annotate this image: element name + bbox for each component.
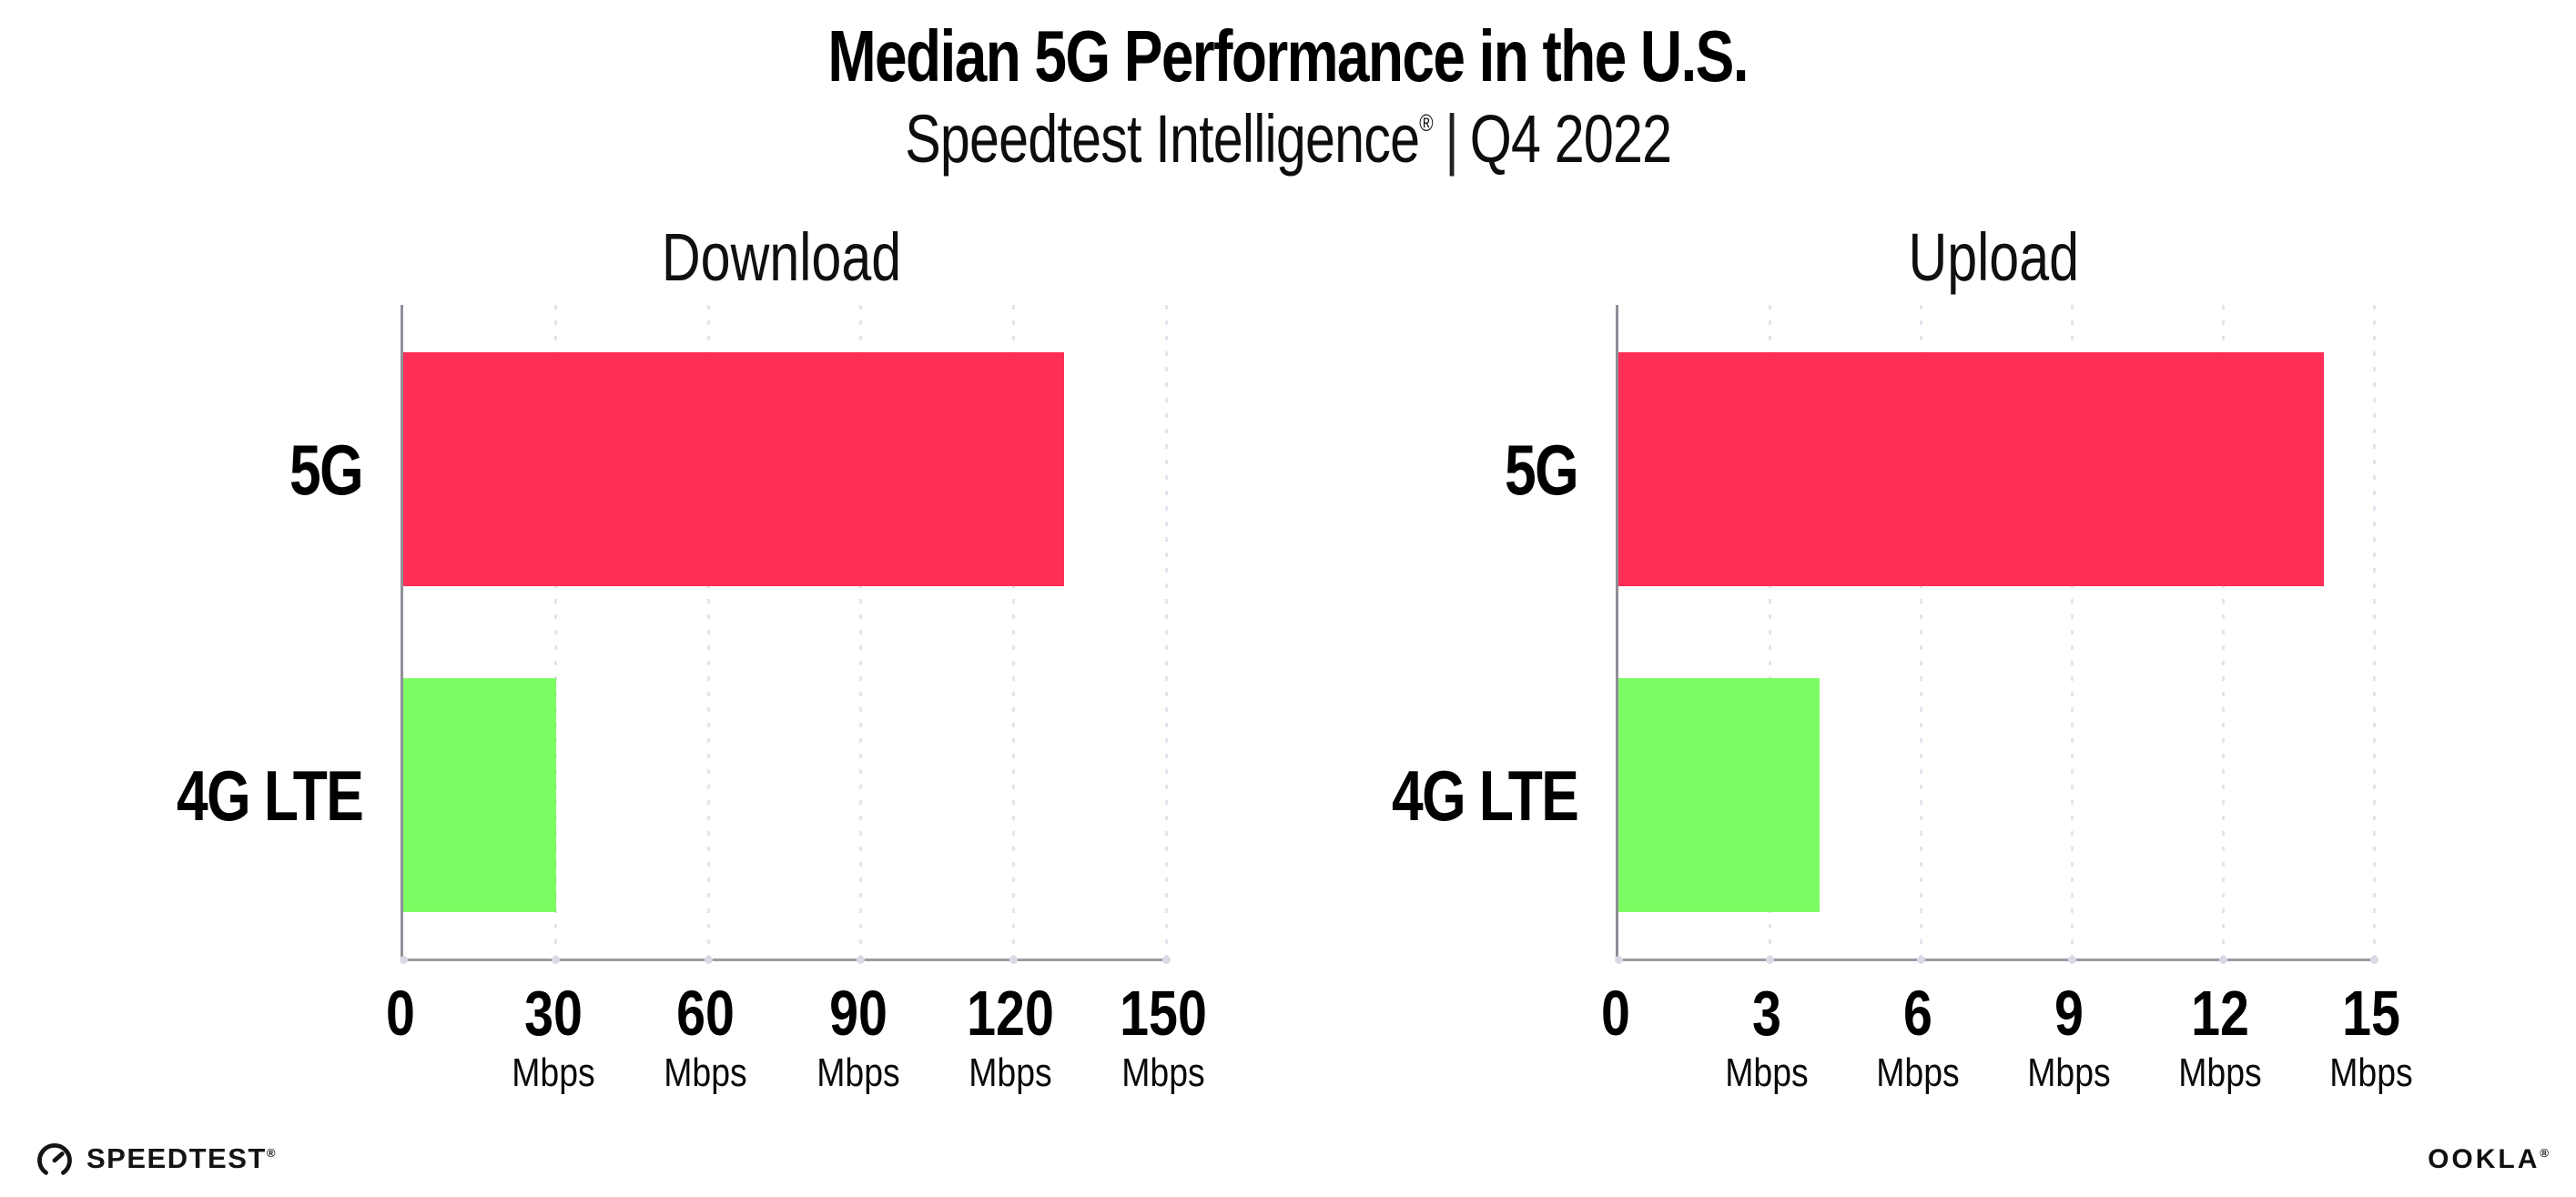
x-tick-unit: Mbps — [1121, 1050, 1205, 1095]
x-tick-number: 150 — [1120, 978, 1207, 1049]
x-tick-number: 60 — [676, 978, 735, 1049]
x-tick-unit: Mbps — [1725, 1050, 1809, 1095]
category-label-text: 4G LTE — [1391, 755, 1579, 836]
axis-tick-dot-3 — [1765, 956, 1774, 964]
x-tick-label-3: 3 Mbps — [1718, 979, 1816, 1097]
x-tick-number: 0 — [386, 978, 415, 1049]
category-label-4g-lte: 4G LTE — [1288, 754, 1579, 837]
upload-plot-area — [1614, 305, 2378, 964]
x-tick-unit: Mbps — [664, 1050, 747, 1095]
axis-tick-dot-15 — [2369, 956, 2378, 964]
x-tick-label-150: 150 Mbps — [1111, 979, 1217, 1097]
gridline-12 — [2221, 305, 2225, 959]
category-label-text: 5G — [289, 429, 364, 510]
speedtest-wordmark: SPEEDTEST — [86, 1142, 267, 1174]
x-tick-label-90: 90 Mbps — [809, 979, 908, 1097]
speedtest-gauge-icon — [37, 1143, 72, 1175]
download-y-axis-labels: 5G 4G LTE — [0, 305, 364, 959]
axis-tick-dot-30 — [552, 956, 561, 964]
x-tick-unit: Mbps — [2178, 1050, 2262, 1095]
axis-tick-dot-0 — [1614, 956, 1623, 964]
gridline-15 — [2372, 305, 2376, 959]
x-tick-unit: Mbps — [2329, 1050, 2413, 1095]
x-tick-number: 6 — [1903, 978, 1932, 1049]
bar-5g — [403, 352, 1065, 586]
x-tick-label-9: 9 Mbps — [2020, 979, 2118, 1097]
x-tick-number: 12 — [2191, 978, 2249, 1049]
upload-chart: Upload 5G 4G LTE 0 3 Mbps 6 Mbps 9 Mbps 12 Mbps 15… — [1288, 209, 2576, 1106]
download-x-axis: 0 30 Mbps 60 Mbps 90 Mbps 120 Mbps 150 Mbps — [386, 979, 1207, 1106]
x-tick-number: 90 — [828, 978, 887, 1049]
gridline-3 — [1768, 305, 1771, 959]
gridline-30 — [554, 305, 558, 959]
gridline-120 — [1011, 305, 1015, 959]
axis-tick-dot-12 — [2218, 956, 2227, 964]
speedtest-logo-text: SPEEDTEST® — [86, 1142, 275, 1175]
x-tick-label-120: 120 Mbps — [958, 979, 1064, 1097]
subtitle-separator: | — [1445, 101, 1458, 177]
x-tick-number: 15 — [2342, 978, 2400, 1049]
x-tick-unit: Mbps — [1876, 1050, 1960, 1095]
download-chart-title: Download — [401, 217, 1163, 299]
ookla-logo: OOKLA® — [2428, 1144, 2549, 1175]
upload-x-axis: 0 3 Mbps 6 Mbps 9 Mbps 12 Mbps 15 Mbps — [1601, 979, 2413, 1106]
registered-trademark-icon: ® — [1418, 109, 1434, 137]
axis-tick-dot-0 — [399, 956, 408, 964]
speedtest-registered-icon: ® — [266, 1146, 276, 1160]
gridline-60 — [706, 305, 710, 959]
footer: SPEEDTEST® OOKLA® — [0, 1115, 2576, 1197]
subtitle-inner: Speedtest Intelligence® | Q4 2022 — [905, 100, 1672, 193]
download-chart: Download 5G 4G LTE 0 30 Mbps 60 Mbps 90 Mbps 120… — [0, 209, 1288, 1106]
upload-chart-title-text: Upload — [1908, 219, 2079, 295]
x-tick-label-0: 0 — [383, 979, 419, 1048]
x-tick-unit: Mbps — [511, 1050, 595, 1095]
gridline-150 — [1164, 305, 1168, 959]
x-tick-number: 3 — [1752, 978, 1781, 1049]
x-tick-unit: Mbps — [816, 1050, 900, 1095]
category-label-text: 4G LTE — [176, 755, 364, 836]
subtitle-product: Speedtest Intelligence — [905, 101, 1420, 177]
page-subtitle: Speedtest Intelligence® | Q4 2022 — [0, 100, 2576, 193]
x-tick-label-12: 12 Mbps — [2171, 979, 2269, 1097]
x-tick-label-15: 15 Mbps — [2322, 979, 2420, 1097]
x-tick-unit: Mbps — [2027, 1050, 2111, 1095]
x-tick-label-60: 60 Mbps — [656, 979, 755, 1097]
axis-tick-dot-150 — [1161, 956, 1171, 964]
x-tick-number: 120 — [967, 978, 1055, 1049]
x-tick-label-6: 6 Mbps — [1869, 979, 1967, 1097]
category-label-5g: 5G — [0, 428, 364, 512]
gridline-90 — [859, 305, 863, 959]
download-plot-area — [399, 305, 1171, 964]
upload-y-axis-labels: 5G 4G LTE — [1288, 305, 1579, 959]
gridline-6 — [1919, 305, 1922, 959]
gridline-9 — [2070, 305, 2074, 959]
x-tick-number: 9 — [2054, 978, 2084, 1049]
bar-4g-lte — [1618, 678, 1820, 912]
page-title: Median 5G Performance in the U.S. — [0, 0, 2576, 98]
subtitle-period: Q4 2022 — [1469, 101, 1671, 177]
page-title-text: Median 5G Performance in the U.S. — [827, 15, 1749, 96]
axis-tick-dot-60 — [704, 956, 713, 964]
upload-chart-title: Upload — [1616, 217, 2371, 299]
x-tick-number: 30 — [523, 978, 583, 1049]
bar-4g-lte — [403, 678, 556, 912]
axis-tick-dot-90 — [857, 956, 866, 964]
download-chart-title-text: Download — [662, 219, 902, 295]
x-tick-number: 0 — [1601, 978, 1630, 1049]
header: Median 5G Performance in the U.S. Speedt… — [0, 0, 2576, 193]
ookla-wordmark: OOKLA — [2428, 1144, 2541, 1174]
category-label-4g-lte: 4G LTE — [0, 754, 364, 837]
x-tick-label-30: 30 Mbps — [504, 979, 603, 1097]
bar-5g — [1618, 352, 2324, 586]
x-tick-unit: Mbps — [969, 1050, 1053, 1095]
speedtest-logo: SPEEDTEST® — [35, 1139, 275, 1179]
x-tick-label-0: 0 — [1598, 979, 1634, 1048]
category-label-text: 5G — [1504, 429, 1579, 510]
axis-tick-dot-9 — [2067, 956, 2076, 964]
axis-tick-dot-6 — [1916, 956, 1925, 964]
ookla-registered-icon: ® — [2540, 1146, 2549, 1160]
category-label-5g: 5G — [1288, 428, 1579, 512]
axis-tick-dot-120 — [1009, 956, 1018, 964]
